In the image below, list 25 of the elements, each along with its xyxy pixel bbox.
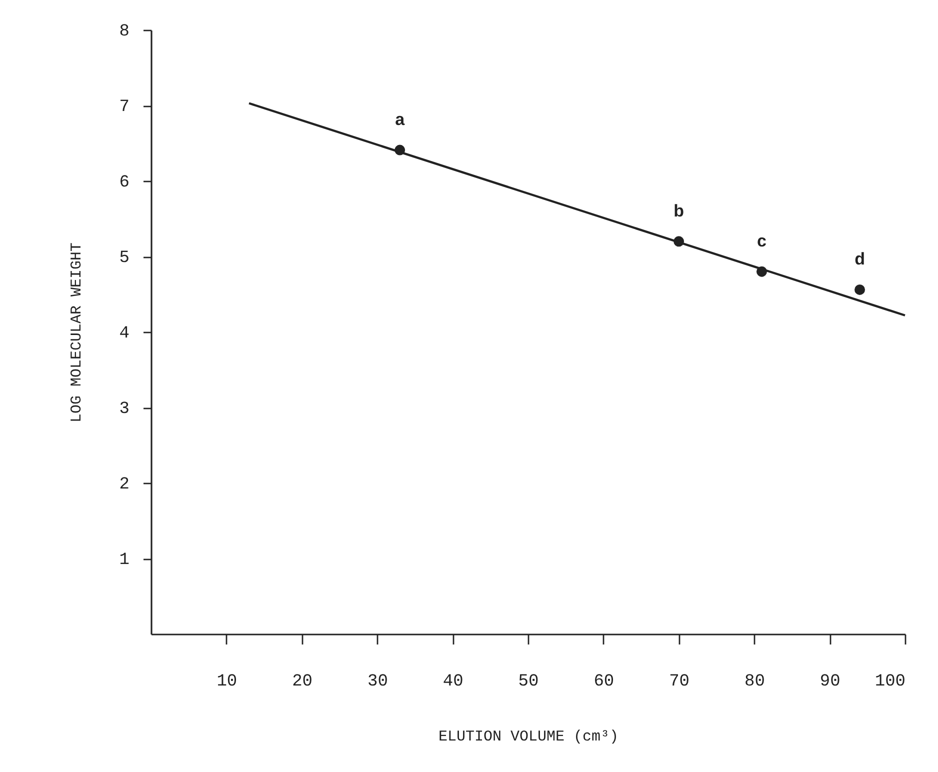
point bbox=[854, 284, 866, 295]
x-tick-label: 50 bbox=[518, 672, 539, 692]
x-tick-label: 100 bbox=[874, 672, 906, 692]
annotation: b bbox=[674, 201, 684, 220]
annotation: d bbox=[854, 250, 865, 269]
y-tick-label: 8 bbox=[119, 22, 130, 42]
y-tick-label: 3 bbox=[119, 400, 130, 419]
y-tick-label: 2 bbox=[119, 476, 130, 494]
annotation: c bbox=[757, 232, 766, 251]
y-tick-label: 5 bbox=[119, 249, 130, 268]
x-tick-label: 10 bbox=[216, 672, 238, 692]
y-tick-label: 4 bbox=[119, 324, 130, 344]
y-axis-title: LOG MOLECULAR WEIGHT bbox=[68, 242, 86, 423]
x-tick-label: 20 bbox=[292, 672, 313, 692]
x-tick-label: 30 bbox=[367, 672, 388, 692]
x-tick-label: 90 bbox=[820, 672, 840, 692]
annotation: a bbox=[395, 110, 406, 130]
x-tick-label: 40 bbox=[442, 672, 464, 692]
y-tick-label: 7 bbox=[119, 98, 130, 117]
x-axis-title: ELUTION VOLUME (cm³) bbox=[438, 728, 619, 746]
x-tick-label: 70 bbox=[669, 672, 690, 692]
x-tick-label: 80 bbox=[744, 672, 765, 692]
y-tick-label: 1 bbox=[119, 551, 130, 570]
x-tick-label: 60 bbox=[594, 672, 614, 692]
y-tick-label: 6 bbox=[119, 174, 130, 192]
